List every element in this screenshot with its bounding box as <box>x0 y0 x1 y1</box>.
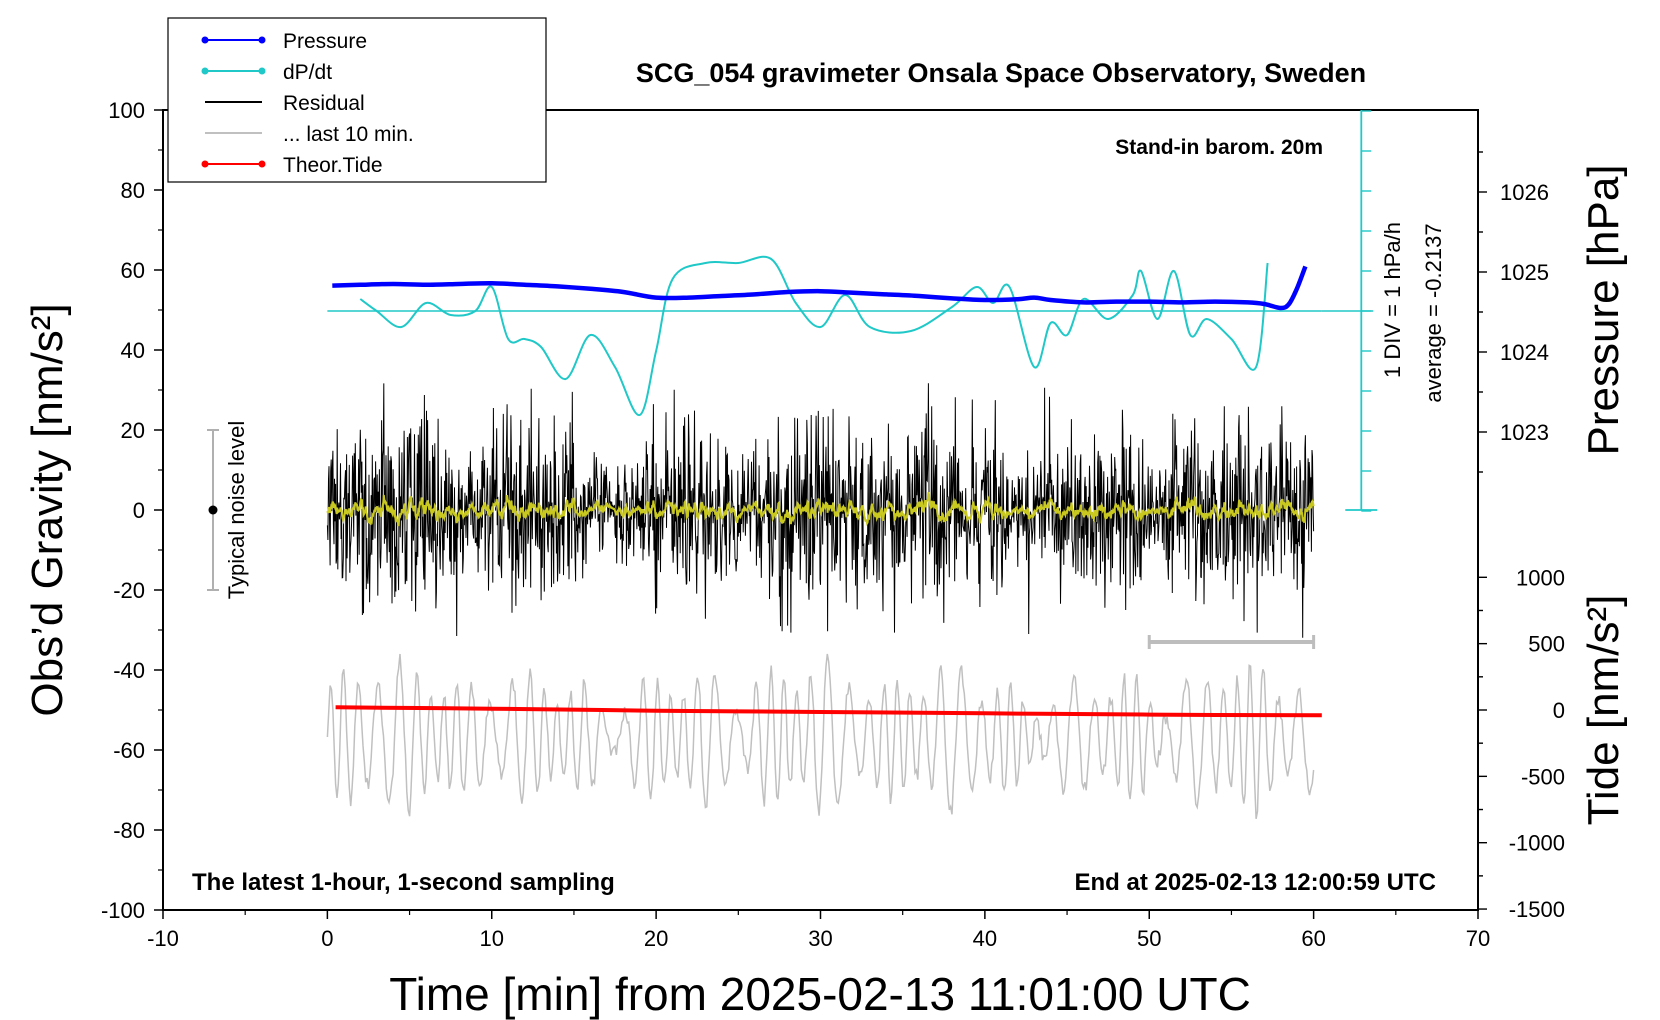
pressure-tick-label: 1025 <box>1500 260 1549 285</box>
tide-tick-label: -500 <box>1521 764 1565 789</box>
legend-label: ... last 10 min. <box>283 123 414 146</box>
y-tick-label: 40 <box>121 338 145 363</box>
legend-marker <box>201 160 209 168</box>
pressure-tick-label: 1023 <box>1500 420 1549 445</box>
tide-tick-label: -1000 <box>1509 831 1565 856</box>
chart-title: SCG_054 gravimeter Onsala Space Observat… <box>636 58 1366 88</box>
tide-axis-ticks: 1000 500 0 -500 -1000 -1500 <box>1478 565 1565 922</box>
y-tick-label: 20 <box>121 418 145 443</box>
series-theor-tide <box>335 705 1322 718</box>
x-tick-label: 50 <box>1137 926 1161 951</box>
x-axis-title: Time [min] from 2025-02-13 11:01:00 UTC <box>389 968 1251 1020</box>
x-tick-label: 30 <box>808 926 832 951</box>
y-tick-label: 80 <box>121 178 145 203</box>
x-tick-label: 40 <box>973 926 997 951</box>
legend: Pressure dP/dt Residual ... last 10 min. The… <box>167 17 547 183</box>
scale-div-label: 1 DIV = 1 hPa/h <box>1380 222 1405 378</box>
tide-tick-label: 1000 <box>1516 565 1565 590</box>
x-tick-label: 60 <box>1301 926 1325 951</box>
average-label: average = -0.2137 <box>1421 223 1446 402</box>
series-last-10-min <box>326 653 1315 820</box>
noise-level-indicator <box>207 429 219 591</box>
x-tick-label: 0 <box>321 926 333 951</box>
tide-tick-label: 500 <box>1528 632 1565 657</box>
y-tick-label: -60 <box>113 738 145 763</box>
legend-label: Theor.Tide <box>283 154 383 177</box>
legend-marker <box>258 36 266 44</box>
x-axis-ticks: -10 0 10 20 30 40 50 60 70 <box>147 910 1490 951</box>
legend-label: Residual <box>283 92 365 115</box>
legend-label: dP/dt <box>283 61 332 84</box>
series-dpdt <box>359 255 1269 416</box>
y-tick-label: -20 <box>113 578 145 603</box>
tide-tick-label: 0 <box>1553 698 1565 723</box>
legend-marker <box>258 67 266 75</box>
y-tick-label: 0 <box>133 498 145 523</box>
legend-box <box>167 17 547 183</box>
noise-level-dot <box>208 505 218 515</box>
series-pressure <box>332 265 1308 311</box>
series-residual <box>326 383 1315 638</box>
noise-level-label: Typical noise level <box>224 421 249 600</box>
tide-tick-label: -1500 <box>1509 897 1565 922</box>
y-tick-label: -80 <box>113 818 145 843</box>
legend-label: Pressure <box>283 30 367 53</box>
y-tick-label: -100 <box>101 898 145 923</box>
y-tick-label: 60 <box>121 258 145 283</box>
x-tick-label: 70 <box>1466 926 1490 951</box>
last-10-min-marker <box>1147 635 1316 649</box>
pressure-axis-ticks: 1023 1024 1025 1026 <box>1478 151 1549 473</box>
x-tick-label: 20 <box>644 926 668 951</box>
barometer-label: Stand-in barom. 20m <box>1115 136 1323 159</box>
sampling-label: The latest 1-hour, 1-second sampling <box>192 869 615 896</box>
legend-marker <box>201 67 209 75</box>
y-axis-ticks: -100 -80 -60 -40 -20 0 20 40 60 80 100 <box>101 98 163 923</box>
y-tick-label: -40 <box>113 658 145 683</box>
y-axis-title-left: Obs’d Gravity [nm/s²] <box>23 303 72 716</box>
x-tick-label: -10 <box>147 926 179 951</box>
y-tick-label: 100 <box>108 98 145 123</box>
pressure-tick-label: 1024 <box>1500 340 1549 365</box>
x-tick-label: 10 <box>480 926 504 951</box>
end-time-label: End at 2025-02-13 12:00:59 UTC <box>1075 869 1437 896</box>
series-residual-smoothed <box>326 492 1315 527</box>
y-axis-title-pressure: Pressure [hPa] <box>1579 164 1628 455</box>
y-axis-title-tide: Tide [nm/s²] <box>1579 595 1628 826</box>
pressure-tick-label: 1026 <box>1500 180 1549 205</box>
legend-marker <box>258 160 266 168</box>
legend-marker <box>201 36 209 44</box>
dpdt-scale-bar <box>1321 110 1378 512</box>
